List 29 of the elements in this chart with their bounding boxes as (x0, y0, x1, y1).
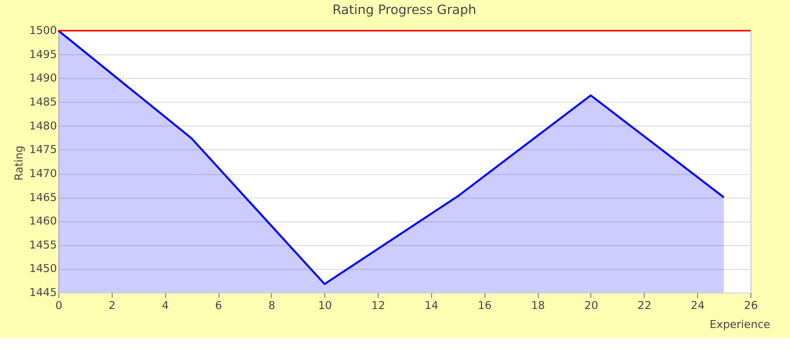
x-tick-label: 4 (162, 298, 169, 312)
x-tick-label: 10 (318, 298, 332, 312)
y-tick-label: 1480 (29, 119, 57, 132)
y-tick-label: 1445 (29, 286, 57, 300)
x-tick-label: 8 (268, 298, 276, 312)
x-tick-label: 12 (371, 298, 386, 312)
y-tick-label: 1485 (29, 95, 57, 108)
x-tick-label: 0 (55, 298, 62, 312)
x-tick-label: 6 (215, 298, 222, 312)
x-tick-label: 18 (531, 298, 545, 312)
y-tick-label: 1490 (29, 72, 57, 85)
x-tick-label: 20 (584, 298, 598, 312)
y-tick-label: 1465 (29, 190, 57, 204)
chart-title: Rating Progress Graph (332, 2, 476, 18)
y-tick-label: 1495 (29, 48, 57, 61)
y-tick-label: 1450 (29, 262, 57, 276)
y-tick-label: 1500 (29, 24, 57, 38)
y-tick-label: 1455 (29, 238, 57, 252)
x-tick-label: 16 (478, 298, 492, 312)
y-tick-label: 1475 (29, 143, 57, 156)
x-tick-label: 14 (424, 298, 438, 312)
x-axis-title: Experience (710, 318, 771, 332)
x-tick-label: 22 (638, 298, 652, 312)
y-tick-label: 1470 (29, 166, 57, 180)
y-axis-title: Rating (12, 146, 26, 181)
x-tick-label: 24 (690, 298, 705, 312)
y-tick-label: 1460 (29, 214, 57, 228)
x-tick-label: 26 (744, 298, 758, 312)
x-tick-label: 2 (108, 298, 116, 312)
